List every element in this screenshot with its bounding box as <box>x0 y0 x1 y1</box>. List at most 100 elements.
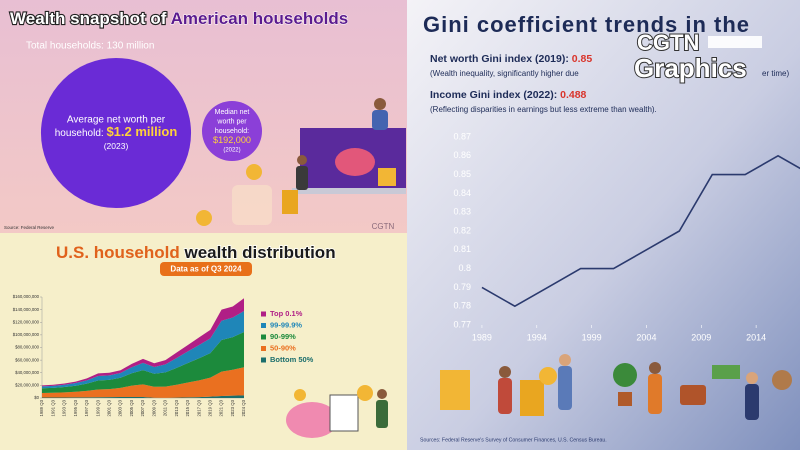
piggy-bank <box>286 402 338 438</box>
coin <box>357 385 373 401</box>
bubble-label-line: household: <box>55 128 104 139</box>
area-series <box>42 367 244 398</box>
y-tick-label: $120,000,000 <box>13 319 40 324</box>
y-tick-label: 0.84 <box>453 188 471 198</box>
x-tick-label: 1989 <box>472 332 492 342</box>
legend-label: 50-90% <box>270 343 296 352</box>
area-series <box>42 395 244 398</box>
x-tick-label: 2005 Q3 <box>129 399 134 416</box>
bubble-label: worth per <box>216 118 247 125</box>
title-part: Wealth snapshot of <box>10 9 167 28</box>
bubble-label: Median net <box>215 109 250 116</box>
laptop-base <box>292 188 406 194</box>
clipboard <box>329 394 359 432</box>
person-head <box>559 354 571 366</box>
bubble-label-line: household: <box>215 128 249 135</box>
annotation: Net worth Gini index (2019): 0.85 <box>430 53 592 65</box>
coin-stack <box>520 380 544 416</box>
subtitle: Data as of Q3 2024 <box>170 265 242 274</box>
x-tick-label: 1999 <box>582 332 602 342</box>
tree <box>613 363 637 387</box>
person-body <box>372 110 388 130</box>
annotation-label: Income Gini index (2022): <box>430 89 557 101</box>
legend-label: Top 0.1% <box>270 309 303 318</box>
watermark: CGTN <box>372 222 395 231</box>
annotation-note: (Reflecting disparities in earnings but … <box>430 105 657 114</box>
jar <box>232 185 272 225</box>
x-tick-label: 2024 Q3 <box>241 399 246 416</box>
x-tick-label: 1995 Q3 <box>73 399 78 416</box>
y-tick-label: $160,000,000 <box>13 294 40 299</box>
bubble-note: (2022) <box>223 147 240 153</box>
bubble-value: $1.2 million <box>106 124 177 139</box>
x-tick-label: 1997 Q3 <box>84 399 89 416</box>
area-series <box>42 298 244 387</box>
person-body <box>498 378 512 414</box>
bubble-label: household: <box>215 128 249 135</box>
y-tick-label: 0.82 <box>453 225 471 235</box>
y-tick-label: 0.78 <box>453 301 471 311</box>
person-head <box>649 362 661 374</box>
person-body <box>376 400 388 428</box>
person-head <box>374 98 386 110</box>
x-tick-label: 2011 Q3 <box>163 399 168 416</box>
subtitle-banner <box>160 262 252 276</box>
subtitle: Total households: 130 million <box>26 41 154 52</box>
annotation: Income Gini index (2022): 0.488 <box>430 89 587 101</box>
y-tick-label: $20,000,000 <box>15 383 40 388</box>
bubble-value: $192,000 <box>213 135 251 145</box>
x-tick-label: 1994 <box>527 332 547 342</box>
logo-bars <box>708 36 762 48</box>
legend-label: 90-99% <box>270 332 296 341</box>
x-tick-label: 1989 Q3 <box>39 399 44 416</box>
logo-text: Graphics <box>634 53 747 83</box>
x-tick-label: 2007 Q3 <box>140 399 145 416</box>
annotation-note: (Wealth inequality, significantly higher… <box>430 69 579 78</box>
person-head <box>297 155 307 165</box>
y-tick-label: $40,000,000 <box>15 370 40 375</box>
coin-stack <box>440 370 470 410</box>
tree-pot <box>618 392 632 406</box>
y-tick-label: $80,000,000 <box>15 345 40 350</box>
panel-title: Wealth snapshot of American households <box>10 9 348 28</box>
annotation-value: 0.85 <box>572 53 593 65</box>
coin <box>772 370 792 390</box>
person-head <box>377 389 387 399</box>
x-tick-label: 2009 Q3 <box>151 399 156 416</box>
bubble-label: Average net worth per <box>67 114 166 125</box>
cash <box>712 365 740 379</box>
area-series <box>42 311 244 389</box>
x-tick-label: 2003 Q3 <box>118 399 123 416</box>
coin <box>246 164 262 180</box>
panel-title: Gini coefficient trends in the <box>423 12 750 37</box>
bubble <box>201 100 263 162</box>
y-tick-label: $0 <box>34 395 39 400</box>
legend-swatch <box>261 357 266 363</box>
bubble-label-line: Average net worth per <box>67 114 166 125</box>
area-series <box>42 331 244 393</box>
line-series <box>481 154 800 308</box>
coin <box>196 210 212 226</box>
legend-swatch <box>261 334 266 340</box>
legend-label: 99-99.9% <box>270 320 302 329</box>
person-head <box>499 366 511 378</box>
bubble-label: household: $1.2 million <box>55 124 178 139</box>
y-tick-label: 0.8 <box>458 263 471 273</box>
y-tick-label: 0.87 <box>453 131 471 141</box>
source: Source: Federal Reserve <box>4 225 55 230</box>
piggy-bank <box>335 148 375 176</box>
title-part: U.S. household <box>56 243 180 262</box>
legend-swatch <box>261 346 266 351</box>
y-tick-label: $100,000,000 <box>13 332 40 337</box>
x-tick-label: 1993 Q3 <box>62 399 67 416</box>
wallet <box>680 385 706 405</box>
coin-stack <box>378 168 396 186</box>
panel-title: U.S. household wealth distribution <box>56 243 336 262</box>
logo-text: CGTN <box>637 30 699 55</box>
x-tick-label: 2015 Q3 <box>185 399 190 416</box>
y-tick-label: 0.85 <box>453 169 471 179</box>
person-body <box>296 166 308 190</box>
y-tick-label: 0.79 <box>453 282 471 292</box>
x-tick-label: 2004 <box>636 332 656 342</box>
